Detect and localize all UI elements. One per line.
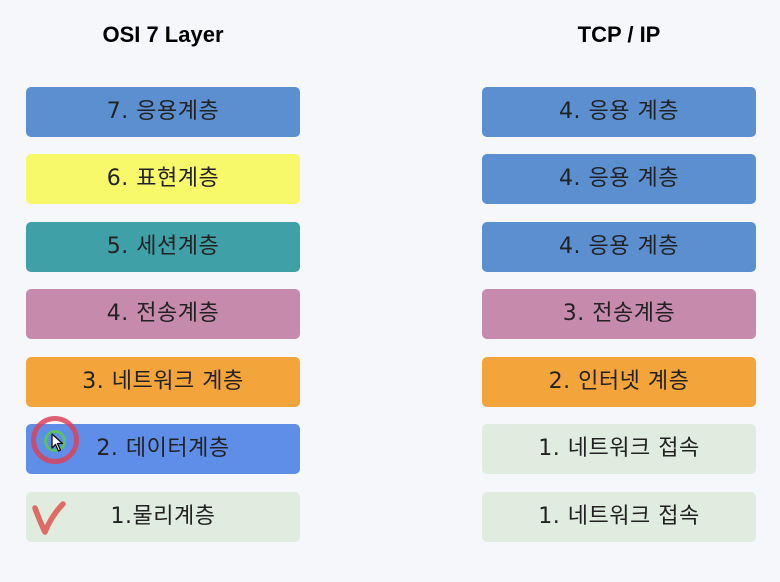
osi-layer-1: 1.물리계층 [26,492,300,542]
tcpip-layer-application-c: 4. 응용 계층 [482,222,756,272]
tcpip-layer-label: 4. 응용 계층 [559,166,679,191]
tcpip-layer-application-b: 4. 응용 계층 [482,154,756,204]
cursor-arrow-icon [51,433,64,452]
osi-layer-label: 5. 세션계층 [106,234,220,259]
cursor-highlight-ring [31,416,79,464]
tcpip-column: TCP / IP 4. 응용 계층 4. 응용 계층 4. 응용 계층 3. 전… [482,0,756,542]
cursor-highlight-inner [44,430,66,452]
tcpip-layer-label: 4. 응용 계층 [559,234,679,259]
tcpip-layer-label: 2. 인터넷 계층 [548,369,690,394]
osi-layer-label: 4. 전송계층 [106,301,220,326]
osi-layer-label: 3. 네트워크 계층 [82,369,244,394]
tcpip-layer-label: 1. 네트워크 접속 [538,436,700,461]
osi-title: OSI 7 Layer [102,22,224,47]
osi-column: OSI 7 Layer 7. 응용계층 6. 표현계층 5. 세션계층 4. 전… [26,0,300,542]
osi-layer-5: 5. 세션계층 [26,222,300,272]
tcpip-layer-network-access-b: 1. 네트워크 접속 [482,492,756,542]
tcpip-layer-internet: 2. 인터넷 계층 [482,357,756,407]
osi-layer-7: 7. 응용계층 [26,87,300,137]
tcpip-layer-label: 3. 전송계층 [562,301,676,326]
osi-layer-label: 7. 응용계층 [106,99,220,124]
osi-layer-3: 3. 네트워크 계층 [26,357,300,407]
osi-layer-label: 2. 데이터계층 [96,436,230,461]
osi-layer-6: 6. 표현계층 [26,154,300,204]
tcpip-title: TCP / IP [577,22,661,47]
tcpip-layer-label: 4. 응용 계층 [559,99,679,124]
osi-layer-label: 1.물리계층 [110,504,216,529]
osi-layer-4: 4. 전송계층 [26,289,300,339]
tcpip-layer-transport: 3. 전송계층 [482,289,756,339]
osi-layer-label: 6. 표현계층 [106,166,220,191]
check-mark-icon [32,501,66,535]
tcpip-layer-label: 1. 네트워크 접속 [538,504,700,529]
tcpip-layer-application-a: 4. 응용 계층 [482,87,756,137]
tcpip-layer-network-access-a: 1. 네트워크 접속 [482,424,756,474]
